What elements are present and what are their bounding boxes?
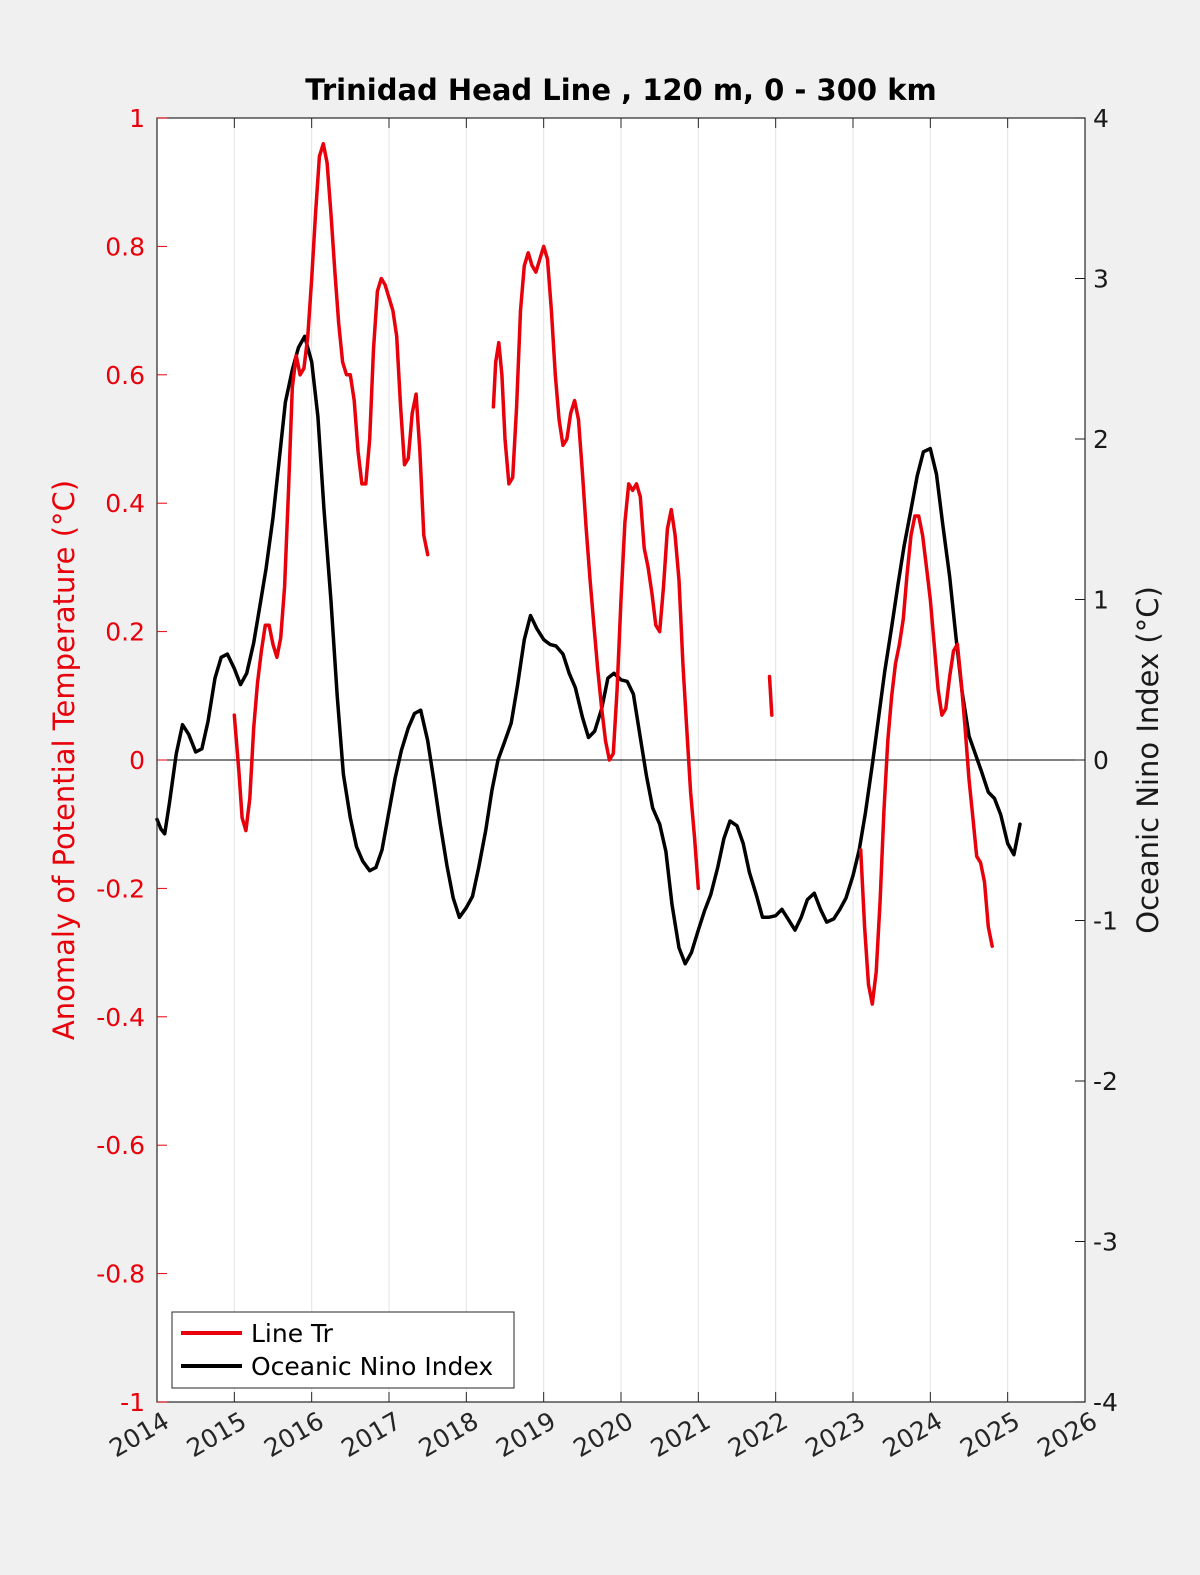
- right-y-tick-label: -1: [1093, 907, 1118, 936]
- left-y-tick-label: 0.6: [105, 361, 145, 390]
- right-axis-label: Oceanic Nino Index (°C): [1131, 586, 1165, 934]
- right-y-tick-label: 2: [1093, 425, 1109, 454]
- left-y-tick-label: 0.2: [105, 618, 145, 647]
- series-line-line-tr-segment-1: [232, 141, 430, 833]
- legend-label-oni: Oceanic Nino Index: [251, 1352, 493, 1381]
- left-y-tick-label: 1: [129, 104, 145, 133]
- series-line-line-tr-segment-3: [767, 674, 774, 717]
- legend-box: [171, 1311, 515, 1389]
- left-y-tick-label: -1: [120, 1388, 145, 1417]
- right-y-tick-label: -4: [1093, 1388, 1118, 1417]
- series-line-line-tr-segment-2: [491, 244, 701, 891]
- series-layer: [155, 141, 1022, 1006]
- legend: Line Tr Oceanic Nino Index: [171, 1311, 515, 1389]
- right-y-tick-label: 1: [1093, 586, 1109, 615]
- chart-title: Trinidad Head Line , 120 m, 0 - 300 km: [305, 73, 936, 107]
- right-y-tick-label: -3: [1093, 1228, 1118, 1257]
- series-line-line-tr-segment-4: [858, 514, 994, 1006]
- left-y-tick-label: -0.4: [96, 1003, 145, 1032]
- left-y-tick-label: -0.8: [96, 1260, 145, 1289]
- left-axis-label: Anomaly of Potential Temperature (°C): [47, 480, 81, 1040]
- right-y-tick-label: 4: [1093, 104, 1109, 133]
- left-y-tick-label: -0.2: [96, 874, 145, 903]
- legend-label-line-tr: Line Tr: [251, 1319, 334, 1348]
- left-y-tick-label: 0.8: [105, 232, 145, 261]
- right-y-tick-label: 0: [1093, 746, 1109, 775]
- left-y-tick-label: 0.4: [105, 489, 145, 518]
- left-y-tick-label: -0.6: [96, 1131, 145, 1160]
- left-y-tick-label: 0: [129, 746, 145, 775]
- right-y-tick-label: 3: [1093, 265, 1109, 294]
- right-y-tick-label: -2: [1093, 1067, 1118, 1096]
